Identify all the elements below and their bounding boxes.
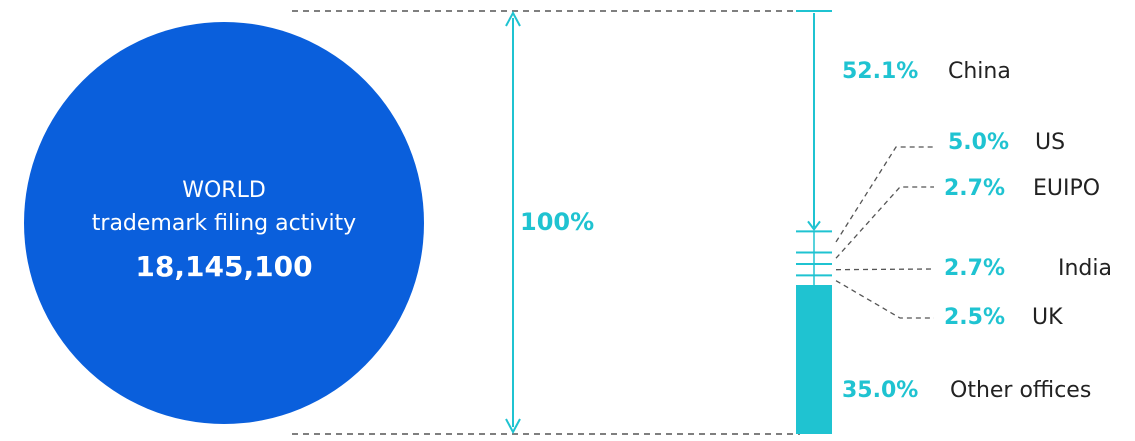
world-caption: trademark filing activity — [91, 211, 357, 236]
bar-other-offices — [796, 285, 832, 434]
leader-line-us — [835, 146, 936, 243]
world-total: 18,145,100 — [135, 250, 313, 283]
leader-line-uk — [835, 280, 934, 319]
world-circle — [24, 22, 424, 424]
pct-label-uk: 2.5% — [944, 305, 1006, 330]
total-share-label: 100% — [520, 208, 595, 236]
pct-label-other: 35.0% — [842, 378, 919, 403]
category-label-uk: UK — [1032, 305, 1063, 330]
category-label-india: India — [1058, 256, 1112, 281]
pct-label-us: 5.0% — [948, 130, 1010, 155]
leader-line-euipo — [835, 186, 934, 259]
pct-label-china: 52.1% — [842, 59, 919, 84]
category-label-other: Other offices — [950, 378, 1092, 403]
china-arrow-head — [807, 220, 821, 232]
world-label: WORLD — [182, 178, 266, 203]
total-arrow-head-top — [505, 10, 521, 27]
category-label-china: China — [948, 59, 1011, 84]
pct-label-euipo: 2.7% — [944, 176, 1006, 201]
pct-label-india: 2.7% — [944, 256, 1006, 281]
total-arrow-head-bottom — [505, 418, 521, 435]
leader-line-india — [835, 268, 935, 271]
category-label-euipo: EUIPO — [1033, 176, 1101, 201]
category-label-us: US — [1035, 130, 1066, 155]
